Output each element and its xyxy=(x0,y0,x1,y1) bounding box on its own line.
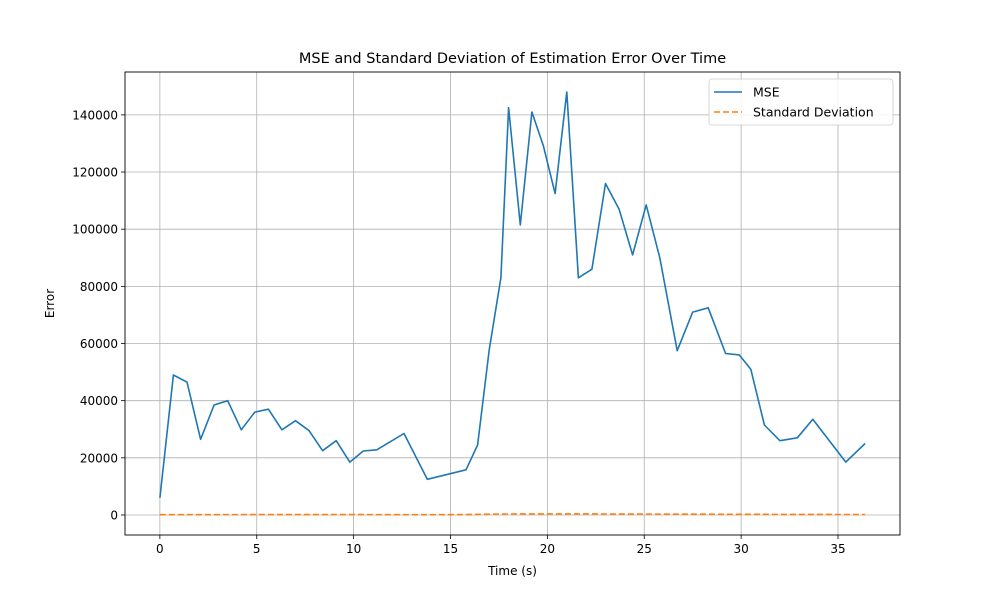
y-tick-label: 140000 xyxy=(72,108,118,122)
ticks: 0 5 10 15 20 25 30 35 0 20000 40000 60000 80000 10000… xyxy=(72,108,845,556)
x-tick-label: 5 xyxy=(253,542,261,556)
legend-label: MSE xyxy=(753,85,780,100)
y-tick-label: 40000 xyxy=(80,394,118,408)
x-tick-label: 15 xyxy=(443,542,458,556)
y-tick-label: 120000 xyxy=(72,166,118,180)
x-axis-label: Time (s) xyxy=(487,564,537,578)
legend-label: Standard Deviation xyxy=(753,105,874,120)
x-tick-label: 30 xyxy=(733,542,748,556)
x-tick-label: 20 xyxy=(540,542,555,556)
series-line-standard-deviation xyxy=(159,513,866,516)
y-tick-label: 20000 xyxy=(80,451,118,465)
legend-box xyxy=(708,78,894,126)
series-line-mse xyxy=(159,91,866,498)
y-axis-label: Error xyxy=(43,289,57,318)
x-tick-label: 10 xyxy=(346,542,361,556)
legend: MSE Standard Deviation xyxy=(708,78,894,126)
y-tick-label: 100000 xyxy=(72,223,118,237)
chart-title: MSE and Standard Deviation of Estimation… xyxy=(299,51,726,67)
x-tick-label: 0 xyxy=(156,542,164,556)
series-layer xyxy=(159,91,866,516)
plot-frame xyxy=(124,71,901,536)
y-tick-label: 0 xyxy=(110,508,118,522)
x-tick-label: 35 xyxy=(830,542,845,556)
y-tick-label: 80000 xyxy=(80,280,118,294)
x-tick-label: 25 xyxy=(637,542,652,556)
y-tick-label: 60000 xyxy=(80,337,118,351)
